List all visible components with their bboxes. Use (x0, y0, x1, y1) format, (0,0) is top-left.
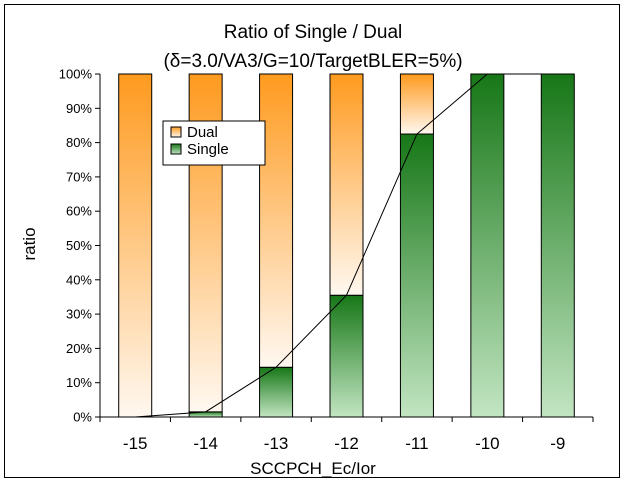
x-tick-label: -13 (264, 434, 289, 453)
bar-single (259, 366, 294, 418)
y-tick-label: 50% (66, 238, 92, 253)
x-tick-label: -11 (405, 434, 428, 453)
bar-single (470, 73, 505, 418)
chart-title: Ratio of Single / Dual (224, 22, 403, 43)
y-tick-label: 10% (66, 375, 92, 390)
y-tick-label: 20% (66, 341, 92, 356)
bar-dual (399, 73, 434, 135)
y-tick-label: 40% (66, 272, 92, 287)
x-tick-label: -15 (123, 434, 148, 453)
x-axis-title: SCCPCH_Ec/Ior (250, 459, 376, 478)
single-ratio-line (135, 73, 558, 418)
bar-single (540, 73, 575, 418)
y-axis-title: ratio (20, 227, 39, 260)
legend-label-single: Single (187, 141, 229, 158)
y-tick-label: 100% (59, 67, 93, 82)
bar-dual (118, 73, 153, 418)
x-tick-label: -12 (334, 434, 359, 453)
legend-swatch-dual (170, 126, 182, 138)
plot-area: 0% 10% 20% 30% 40% 50% 60% 70% 80% 90% 100% -15 -14 -… (59, 67, 594, 453)
legend: Dual Single (162, 120, 266, 166)
bar-dual (259, 73, 294, 368)
bar-single (329, 294, 364, 418)
y-tick-label: 80% (66, 135, 92, 150)
y-tick-label: 0% (73, 410, 92, 425)
y-tick-label: 60% (66, 204, 92, 219)
chart-canvas: Ratio of Single / Dual (δ=3.0/VA3/G=10/T… (20, 22, 594, 478)
y-tick-label: 90% (66, 101, 92, 116)
y-tick-label: 30% (66, 307, 92, 322)
x-tick-label: -10 (475, 434, 500, 453)
legend-swatch-single (170, 143, 182, 155)
bar-single (399, 133, 434, 418)
y-tick-label: 70% (66, 169, 92, 184)
legend-label-dual: Dual (187, 124, 218, 141)
x-tick-label: -9 (550, 434, 565, 453)
chart-frame: Ratio of Single / Dual (δ=3.0/VA3/G=10/T… (4, 4, 620, 478)
bar-dual (329, 73, 364, 296)
chart-subtitle: (δ=3.0/VA3/G=10/TargetBLER=5%) (163, 51, 462, 72)
x-tick-label: -14 (193, 434, 218, 453)
